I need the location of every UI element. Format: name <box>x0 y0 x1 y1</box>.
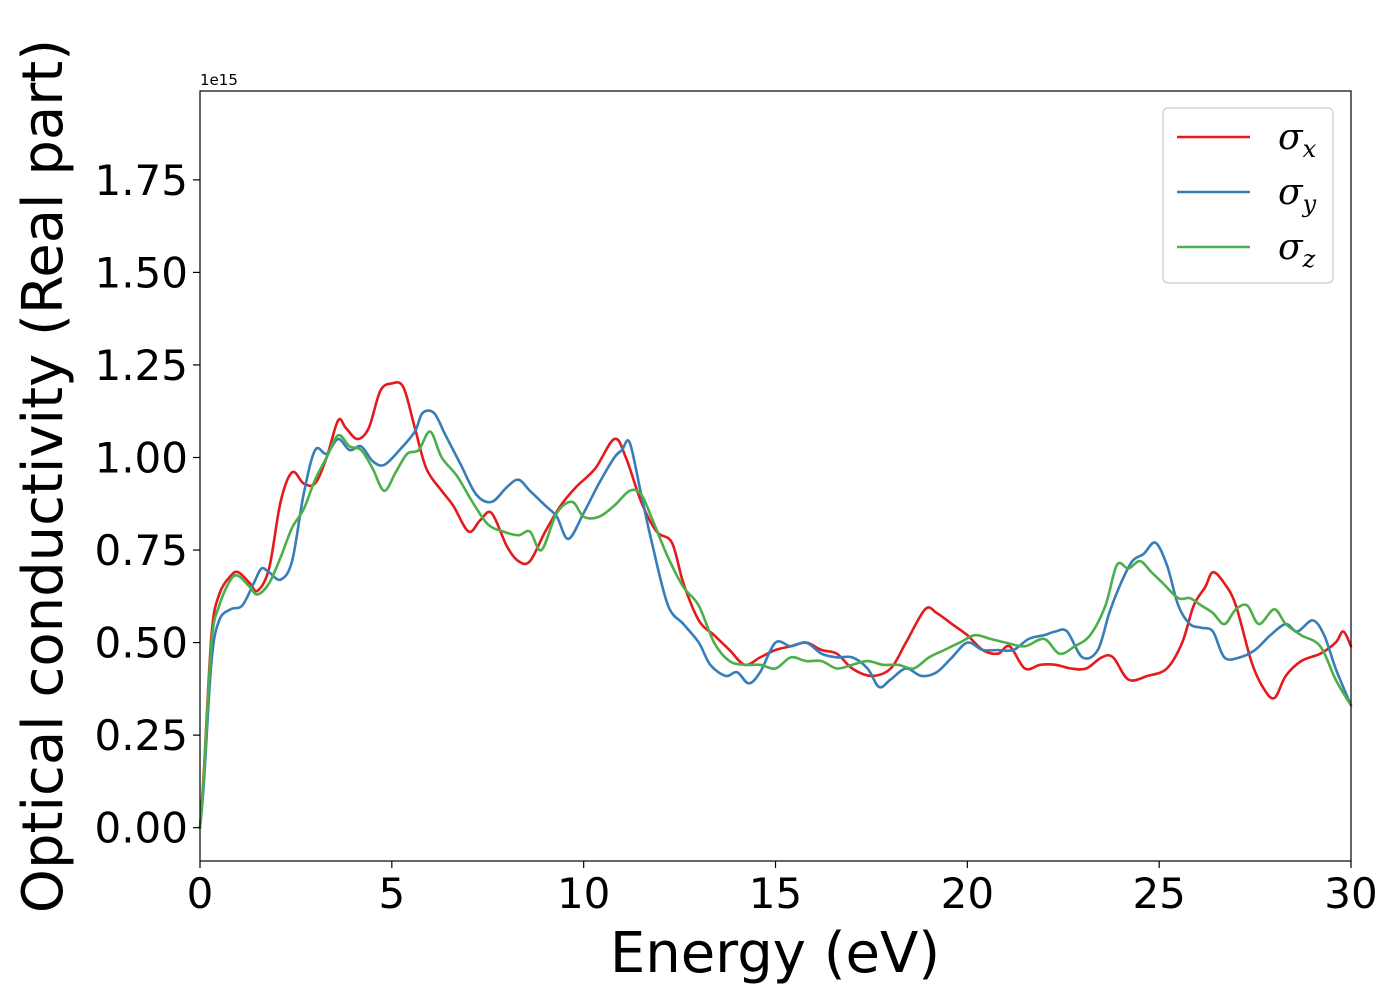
y-tick-label: 1.00 <box>94 433 188 482</box>
x-tick-label: 0 <box>187 869 214 918</box>
y-tick-label: 0.00 <box>94 804 188 853</box>
legend-box <box>1162 107 1334 284</box>
y-offset-label: 1e15 <box>200 71 238 89</box>
x-tick-label: 20 <box>941 869 994 918</box>
series-layer <box>198 380 1353 829</box>
x-axis-title: Energy (eV) <box>610 921 940 986</box>
y-axis-title: Optical conductivity (Real part) <box>11 39 76 913</box>
y-tick-label: 1.25 <box>94 341 188 390</box>
series-line-y <box>198 409 1353 829</box>
y-tick-label: 1.75 <box>94 156 188 205</box>
series-line-z <box>198 430 1353 829</box>
y-tick-label: 0.75 <box>94 526 188 575</box>
x-tick-label: 25 <box>1132 869 1185 918</box>
x-tick-label: 30 <box>1324 869 1377 918</box>
x-axis: 0 5 10 15 20 25 30 <box>187 861 1378 918</box>
y-tick-label: 1.50 <box>94 248 188 297</box>
y-axis: 0.00 0.25 0.50 0.75 1.00 1.25 1.50 1.75 <box>94 156 200 853</box>
y-tick-label: 0.25 <box>94 711 188 760</box>
x-tick-label: 15 <box>749 869 802 918</box>
x-tick-label: 10 <box>557 869 610 918</box>
series-line-x <box>198 380 1353 829</box>
y-tick-label: 0.50 <box>94 619 188 668</box>
x-tick-label: 5 <box>378 869 405 918</box>
